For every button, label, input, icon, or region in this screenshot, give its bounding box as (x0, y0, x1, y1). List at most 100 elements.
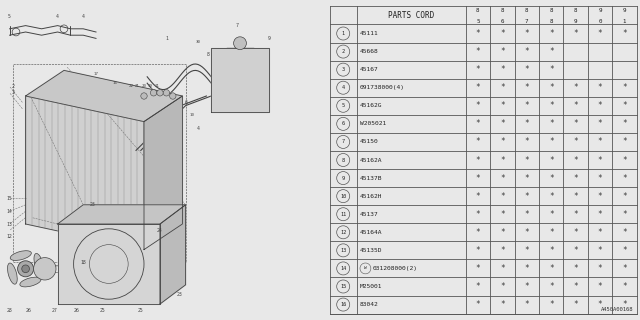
Text: *: * (524, 300, 529, 309)
Text: 6: 6 (342, 121, 345, 126)
Text: 28: 28 (7, 308, 12, 313)
Text: *: * (524, 192, 529, 201)
Text: *: * (622, 137, 627, 147)
Text: 15: 15 (7, 196, 12, 201)
Text: *: * (549, 156, 554, 164)
Text: *: * (476, 210, 480, 219)
Circle shape (170, 93, 176, 99)
Text: *: * (524, 29, 529, 38)
Text: *: * (573, 29, 578, 38)
Text: 22: 22 (129, 84, 134, 88)
Text: *: * (524, 228, 529, 237)
Circle shape (141, 93, 147, 99)
Text: *: * (476, 228, 480, 237)
Text: W: W (364, 267, 367, 270)
Text: 14: 14 (340, 266, 346, 271)
Text: 8: 8 (207, 52, 209, 57)
Ellipse shape (34, 253, 44, 275)
Circle shape (157, 90, 163, 96)
Text: 45150: 45150 (360, 140, 379, 144)
Text: 8: 8 (476, 8, 479, 13)
Text: 8: 8 (500, 8, 504, 13)
Text: *: * (573, 210, 578, 219)
Text: 26: 26 (26, 308, 31, 313)
Text: *: * (598, 264, 602, 273)
Text: *: * (476, 282, 480, 291)
Text: *: * (500, 137, 504, 147)
Text: W205021: W205021 (360, 121, 387, 126)
Text: *: * (549, 137, 554, 147)
Text: 7: 7 (342, 140, 345, 144)
Text: *: * (549, 246, 554, 255)
Text: *: * (622, 173, 627, 183)
Text: 16: 16 (340, 302, 346, 307)
Text: 45167: 45167 (360, 67, 379, 72)
Text: *: * (598, 101, 602, 110)
Text: 45162H: 45162H (360, 194, 383, 199)
Polygon shape (160, 205, 186, 304)
Text: 19: 19 (148, 84, 153, 88)
Text: 6: 6 (500, 19, 504, 24)
Text: 21: 21 (135, 84, 140, 88)
Text: *: * (476, 246, 480, 255)
Text: 24: 24 (157, 228, 163, 233)
Polygon shape (211, 48, 269, 112)
Text: *: * (549, 210, 554, 219)
Text: *: * (476, 264, 480, 273)
Text: *: * (500, 300, 504, 309)
Ellipse shape (8, 263, 17, 284)
Ellipse shape (10, 251, 31, 260)
Text: *: * (622, 246, 627, 255)
Text: 5: 5 (476, 19, 479, 24)
Polygon shape (58, 205, 186, 224)
Text: *: * (500, 156, 504, 164)
Text: 12: 12 (7, 234, 12, 239)
Text: *: * (598, 119, 602, 128)
Polygon shape (144, 96, 182, 250)
Text: 8: 8 (525, 8, 529, 13)
Text: *: * (598, 29, 602, 38)
Text: 2: 2 (12, 84, 14, 89)
Ellipse shape (20, 277, 41, 287)
Text: *: * (500, 210, 504, 219)
Text: *: * (622, 29, 627, 38)
Text: *: * (598, 210, 602, 219)
Text: 5: 5 (8, 13, 11, 19)
Text: *: * (622, 228, 627, 237)
Text: 8: 8 (550, 8, 553, 13)
Text: *: * (476, 101, 480, 110)
Text: 3: 3 (12, 90, 14, 95)
Text: 4: 4 (342, 85, 345, 90)
Text: 9: 9 (574, 19, 577, 24)
Circle shape (150, 90, 157, 96)
Text: 9: 9 (598, 8, 602, 13)
Text: *: * (524, 282, 529, 291)
Text: 45111: 45111 (360, 31, 379, 36)
Circle shape (234, 37, 246, 50)
Text: 2: 2 (342, 49, 345, 54)
Text: *: * (500, 47, 504, 56)
Text: *: * (524, 65, 529, 74)
Text: *: * (549, 282, 554, 291)
Text: *: * (524, 101, 529, 110)
Text: 30: 30 (196, 40, 201, 44)
Text: 25: 25 (138, 308, 143, 313)
Text: 13: 13 (340, 248, 346, 253)
Text: *: * (476, 192, 480, 201)
Text: *: * (476, 29, 480, 38)
Text: *: * (524, 47, 529, 56)
Text: *: * (524, 137, 529, 147)
Text: 18: 18 (81, 260, 86, 265)
Text: *: * (500, 119, 504, 128)
Text: *: * (476, 47, 480, 56)
Text: *: * (549, 228, 554, 237)
Circle shape (163, 90, 170, 96)
Text: 83042: 83042 (360, 302, 379, 307)
Text: 8: 8 (574, 8, 577, 13)
Text: *: * (476, 173, 480, 183)
Text: *: * (500, 101, 504, 110)
Text: *: * (598, 282, 602, 291)
Text: *: * (598, 173, 602, 183)
Text: *: * (622, 83, 627, 92)
Text: 4: 4 (197, 125, 200, 131)
